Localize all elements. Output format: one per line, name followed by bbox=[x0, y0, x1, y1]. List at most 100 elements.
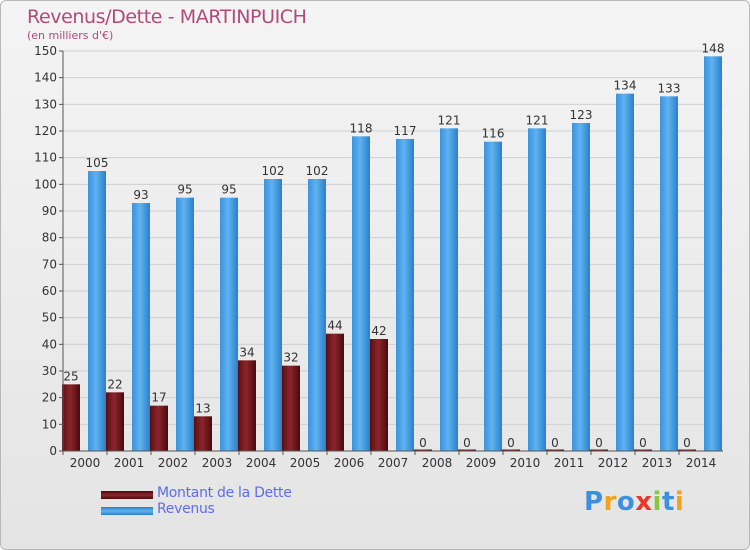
data-label-revenus-2010: 121 bbox=[526, 113, 549, 127]
data-label-revenus-2013: 133 bbox=[658, 81, 681, 95]
bar-revenus-2008 bbox=[440, 128, 458, 451]
data-label-revenus-2000: 105 bbox=[86, 156, 109, 170]
bar-revenus-2012 bbox=[616, 93, 634, 452]
chart-title: Revenus/Dette - MARTINPUICH bbox=[27, 6, 307, 28]
logo-letter-3: x bbox=[635, 487, 653, 517]
y-tick-label-130: 130 bbox=[34, 97, 57, 111]
y-tick-label-120: 120 bbox=[34, 124, 57, 138]
bar-revenus-2003 bbox=[220, 197, 238, 451]
y-tick-label-0: 0 bbox=[49, 444, 57, 458]
bar-dette-2005 bbox=[282, 365, 300, 451]
bar-revenus-2000 bbox=[88, 171, 106, 451]
data-label-dette-2010: 0 bbox=[507, 436, 515, 450]
data-label-revenus-2008: 121 bbox=[438, 113, 461, 127]
x-tick-label-2009: 2009 bbox=[466, 456, 497, 470]
x-tick-label-2013: 2013 bbox=[642, 456, 673, 470]
y-tick-label-80: 80 bbox=[42, 231, 57, 245]
bar-revenus-2001 bbox=[132, 203, 150, 451]
logo-letter-5: t bbox=[661, 487, 675, 517]
x-tick-label-2014: 2014 bbox=[686, 456, 717, 470]
logo-letter-2: o bbox=[616, 487, 636, 517]
data-label-dette-2011: 0 bbox=[551, 436, 559, 450]
bar-revenus-2002 bbox=[176, 197, 194, 451]
data-label-dette-2002: 17 bbox=[151, 391, 166, 405]
x-tick-label-2010: 2010 bbox=[510, 456, 541, 470]
bar-dette-2013 bbox=[634, 449, 652, 451]
y-tick-label-70: 70 bbox=[42, 257, 57, 271]
data-label-dette-2004: 34 bbox=[239, 345, 254, 359]
y-tick-label-140: 140 bbox=[34, 71, 57, 85]
bar-dette-2014 bbox=[678, 449, 696, 451]
logo-letter-6: i bbox=[674, 487, 685, 517]
legend-label-revenus: Revenus bbox=[157, 501, 215, 517]
y-tick-label-10: 10 bbox=[42, 417, 57, 431]
bar-revenus-2006 bbox=[352, 136, 370, 452]
data-label-revenus-2011: 123 bbox=[570, 108, 593, 122]
bar-revenus-2013 bbox=[660, 96, 678, 451]
proxiti-logo: Proxiti bbox=[584, 487, 684, 517]
bar-dette-2006 bbox=[326, 333, 344, 451]
bar-dette-2002 bbox=[150, 405, 168, 451]
data-label-revenus-2014: 148 bbox=[702, 41, 725, 55]
bar-dette-2009 bbox=[458, 449, 476, 451]
data-label-dette-2012: 0 bbox=[595, 436, 603, 450]
legend-label-dette: Montant de la Dette bbox=[157, 485, 292, 501]
logo-letter-4: i bbox=[652, 487, 662, 517]
y-tick-label-20: 20 bbox=[42, 391, 57, 405]
data-label-dette-2006: 44 bbox=[327, 319, 342, 333]
data-label-dette-2009: 0 bbox=[463, 436, 471, 450]
data-label-dette-2007: 42 bbox=[371, 324, 386, 338]
y-tick-label-150: 150 bbox=[34, 44, 57, 58]
y-tick-label-60: 60 bbox=[42, 284, 57, 298]
data-label-dette-2003: 13 bbox=[195, 401, 210, 415]
logo-letter-0: P bbox=[584, 487, 604, 517]
data-label-dette-2000: 25 bbox=[63, 369, 78, 383]
bar-dette-2007 bbox=[370, 339, 388, 451]
data-label-revenus-2006: 118 bbox=[350, 121, 373, 135]
y-tick-label-30: 30 bbox=[42, 364, 57, 378]
bar-dette-2003 bbox=[194, 416, 212, 451]
bar-dette-2011 bbox=[546, 449, 564, 451]
bar-revenus-2010 bbox=[528, 128, 546, 451]
data-label-revenus-2012: 134 bbox=[614, 79, 637, 93]
legend-swatch-dette bbox=[101, 491, 153, 499]
y-tick-label-40: 40 bbox=[42, 337, 57, 351]
data-label-dette-2013: 0 bbox=[639, 436, 647, 450]
x-tick-label-2012: 2012 bbox=[598, 456, 629, 470]
bar-revenus-2005 bbox=[308, 179, 326, 451]
x-tick-label-2003: 2003 bbox=[202, 456, 233, 470]
y-tick-label-50: 50 bbox=[42, 311, 57, 325]
legend-swatch-revenus bbox=[101, 507, 153, 515]
data-label-revenus-2003: 95 bbox=[221, 183, 236, 197]
x-tick-label-2001: 2001 bbox=[114, 456, 145, 470]
data-label-dette-2014: 0 bbox=[683, 436, 691, 450]
logo-letter-1: r bbox=[603, 487, 617, 517]
bar-dette-2012 bbox=[590, 449, 608, 451]
data-label-revenus-2009: 116 bbox=[482, 127, 505, 141]
data-label-dette-2005: 32 bbox=[283, 351, 298, 365]
data-label-dette-2001: 22 bbox=[107, 377, 122, 391]
x-tick-label-2004: 2004 bbox=[246, 456, 277, 470]
x-tick-label-2005: 2005 bbox=[290, 456, 321, 470]
bar-revenus-2011 bbox=[572, 123, 590, 451]
data-label-dette-2008: 0 bbox=[419, 436, 427, 450]
y-tick-label-90: 90 bbox=[42, 204, 57, 218]
bar-dette-2008 bbox=[414, 449, 432, 451]
bar-dette-2004 bbox=[238, 360, 256, 451]
y-tick-label-100: 100 bbox=[34, 177, 57, 191]
data-label-revenus-2007: 117 bbox=[394, 124, 417, 138]
data-label-revenus-2004: 102 bbox=[262, 164, 285, 178]
chart-subtitle: (en milliers d'€) bbox=[27, 29, 114, 42]
x-tick-label-2006: 2006 bbox=[334, 456, 365, 470]
x-tick-label-2008: 2008 bbox=[422, 456, 453, 470]
data-label-revenus-2005: 102 bbox=[306, 164, 329, 178]
y-tick-label-110: 110 bbox=[34, 151, 57, 165]
data-label-revenus-2001: 93 bbox=[133, 188, 148, 202]
x-tick-label-2011: 2011 bbox=[554, 456, 585, 470]
bar-revenus-2007 bbox=[396, 139, 414, 451]
data-label-revenus-2002: 95 bbox=[177, 183, 192, 197]
x-tick-label-2007: 2007 bbox=[378, 456, 409, 470]
bar-dette-2010 bbox=[502, 449, 520, 451]
